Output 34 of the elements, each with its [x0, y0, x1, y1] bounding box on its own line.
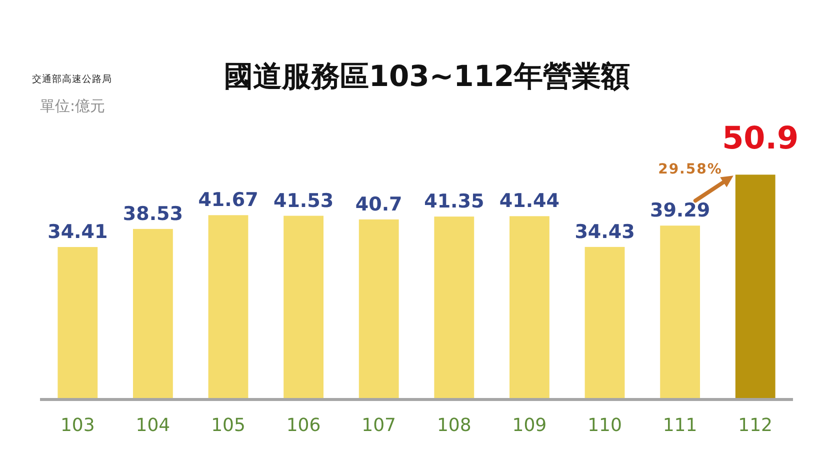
- data-label: 40.7: [355, 193, 402, 216]
- x-tick-label: 103: [60, 415, 95, 436]
- bar: [735, 174, 776, 398]
- bar: [434, 216, 474, 398]
- bar: [358, 219, 399, 398]
- data-label: 41.35: [424, 190, 484, 213]
- text: 交通部高速公路局: [32, 73, 112, 85]
- bar: [509, 216, 550, 398]
- data-label: 41.44: [499, 190, 560, 212]
- bar: [660, 226, 700, 398]
- x-tick-label: 104: [136, 415, 170, 436]
- data-label: 41.53: [273, 190, 334, 212]
- bar: [208, 215, 248, 398]
- data-label: 41.67: [198, 189, 258, 212]
- bar: [284, 216, 324, 398]
- x-tick-label: 106: [286, 415, 321, 436]
- data-label: 50.9: [722, 120, 799, 157]
- data-label: 34.41: [48, 221, 108, 244]
- text: 單位:億元: [40, 97, 106, 115]
- data-label: 39.29: [650, 200, 710, 222]
- x-tick-label: 111: [662, 415, 698, 436]
- x-tick-label: 110: [588, 415, 622, 436]
- x-tick-label: 112: [738, 415, 773, 436]
- x-tick-label: 108: [436, 415, 472, 436]
- bar: [132, 228, 173, 398]
- bar: [58, 247, 98, 398]
- bar: [584, 246, 625, 398]
- annotation: 29.58%: [658, 162, 722, 178]
- x-tick-label: 105: [211, 415, 246, 436]
- chart-title: 國道服務區103~112年營業額: [224, 59, 630, 93]
- data-label: 34.43: [574, 220, 635, 243]
- x-tick-label: 109: [512, 415, 547, 436]
- data-label: 38.53: [122, 202, 184, 225]
- x-tick-label: 107: [362, 415, 396, 436]
